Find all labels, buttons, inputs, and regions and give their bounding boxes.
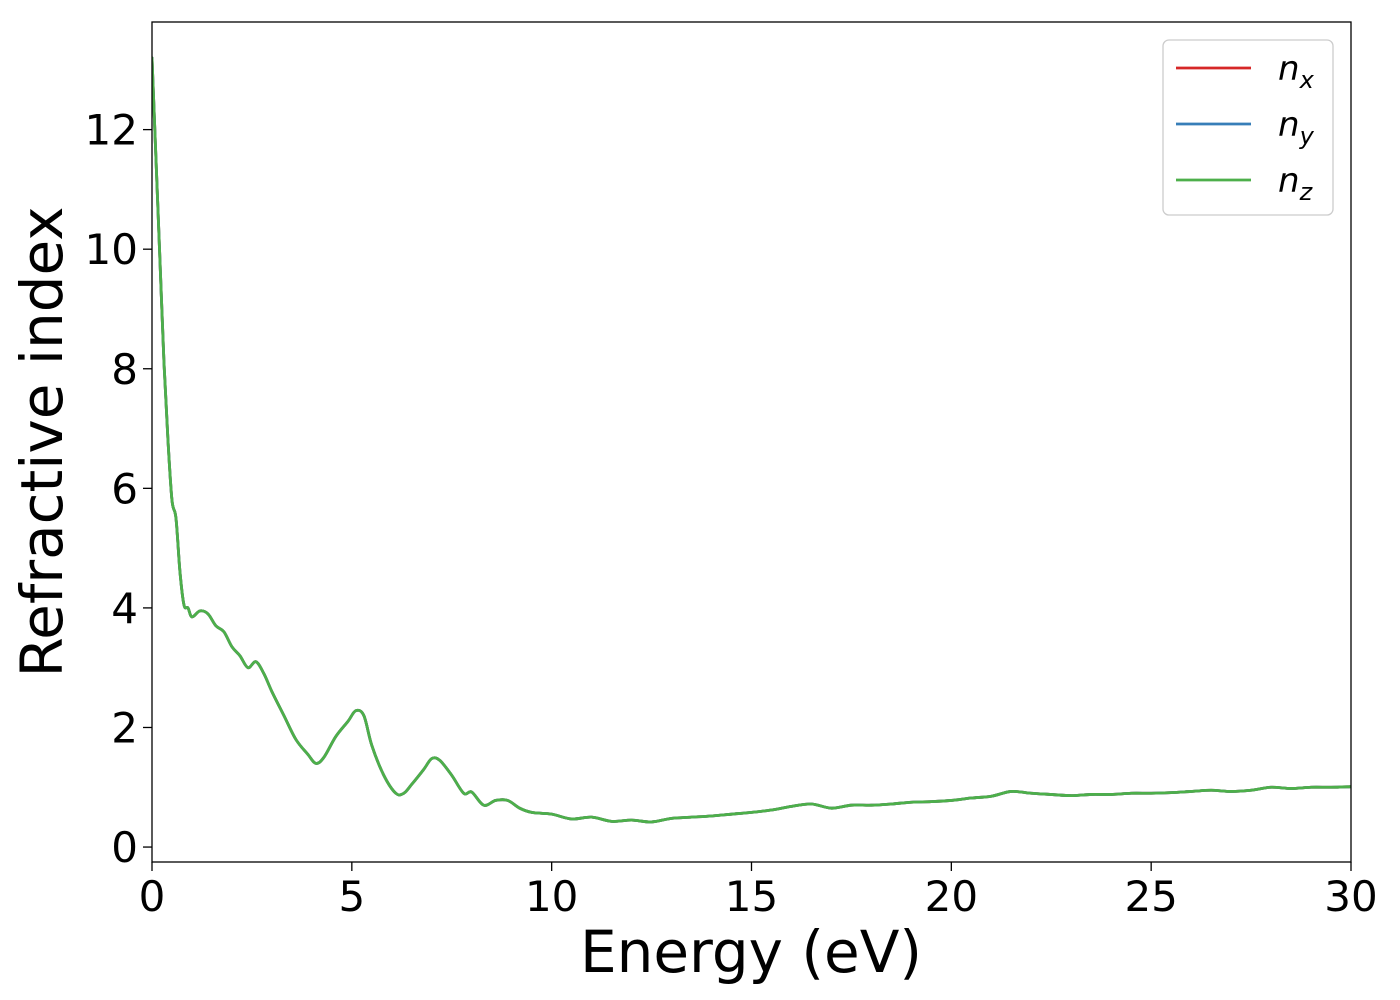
legend-item-n-x: nx <box>1176 49 1315 94</box>
y-axis-label: Refractive index <box>8 206 76 677</box>
series-line-n-z <box>152 56 1351 824</box>
x-tick-label: 20 <box>925 872 978 921</box>
x-tick-label: 25 <box>1124 872 1177 921</box>
x-axis-label: Energy (eV) <box>580 918 922 986</box>
legend-label-base: n <box>1278 49 1300 89</box>
legend-label: nx <box>1278 49 1315 94</box>
ticks-layer: 0 5 10 15 20 25 30 0 2 4 6 8 10 12 <box>85 106 1378 921</box>
y-tick-label: 12 <box>85 106 138 155</box>
y-tick-label: 10 <box>85 225 138 274</box>
legend-box <box>1162 39 1334 216</box>
x-tick-label: 10 <box>525 872 578 921</box>
x-tick-label: 15 <box>725 872 778 921</box>
legend-label-subscript: y <box>1299 122 1315 150</box>
y-tick-label: 6 <box>111 464 138 513</box>
y-tick-label: 4 <box>111 584 138 633</box>
x-tick-label: 30 <box>1324 872 1377 921</box>
legend-label-base: n <box>1278 161 1300 201</box>
legend-item-n-y: ny <box>1176 105 1315 150</box>
x-tick-label: 0 <box>139 872 166 921</box>
series-layer <box>152 56 1351 824</box>
y-tick-label: 0 <box>111 823 138 872</box>
legend-label-subscript: x <box>1299 66 1315 94</box>
y-tick-label: 2 <box>111 703 138 752</box>
legend-label-subscript: z <box>1299 178 1314 206</box>
y-tick-label: 8 <box>111 345 138 394</box>
legend-label: ny <box>1278 105 1315 150</box>
legend-label: nz <box>1278 161 1314 206</box>
x-tick-label: 5 <box>338 872 365 921</box>
legend-item-n-z: nz <box>1176 161 1314 206</box>
legend-label-base: n <box>1278 105 1300 145</box>
